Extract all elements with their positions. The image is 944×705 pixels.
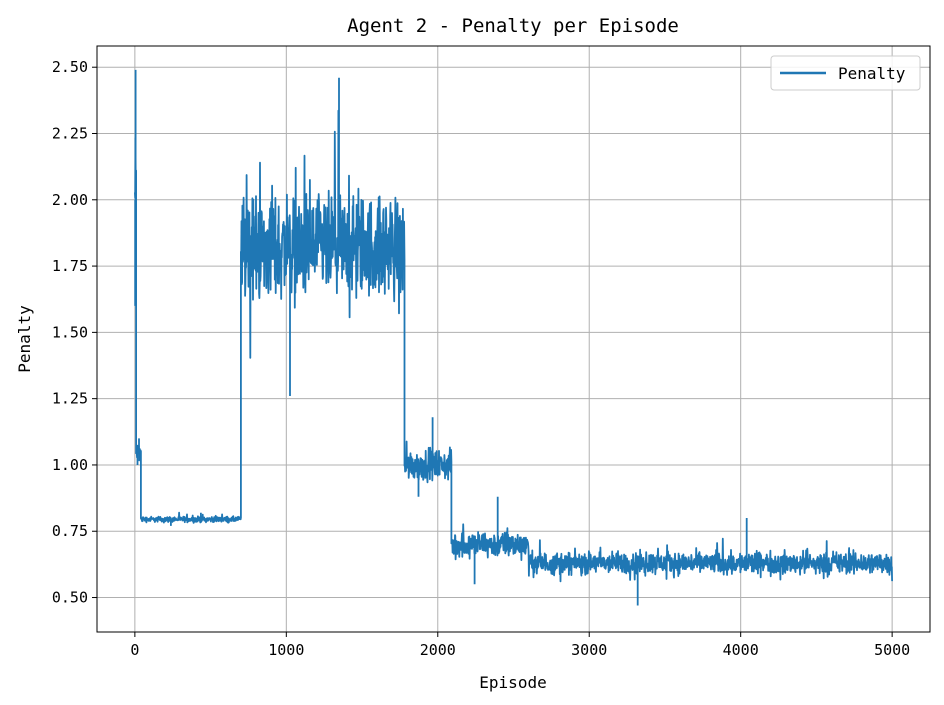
y-tick-label: 1.00: [52, 456, 88, 474]
y-tick-label: 2.50: [52, 58, 88, 76]
legend-label-penalty: Penalty: [838, 64, 906, 83]
grid: [97, 46, 930, 632]
y-tick-label: 0.50: [52, 589, 88, 607]
x-tick-label: 3000: [571, 641, 607, 659]
x-axis-label: Episode: [479, 673, 546, 692]
x-tick-label: 4000: [723, 641, 759, 659]
y-tick-label: 2.25: [52, 125, 88, 143]
x-tick-label: 1000: [268, 641, 304, 659]
x-tick-label: 0: [130, 641, 139, 659]
x-tick-label: 5000: [874, 641, 910, 659]
penalty-line: [134, 109, 893, 583]
legend: Penalty: [770, 55, 921, 91]
y-axis-label: Penalty: [15, 305, 34, 373]
y-tick-label: 1.50: [52, 323, 88, 341]
y-tick-label: 0.75: [52, 522, 88, 540]
x-tick-label: 2000: [420, 641, 456, 659]
chart-title: Agent 2 - Penalty per Episode: [347, 15, 679, 37]
y-tick-label: 1.25: [52, 390, 88, 408]
series-penalty-line: [134, 69, 893, 606]
plot-frame: [96, 45, 931, 633]
axis-ticks: 0 1000 2000 3000 4000 5000 0.50 0.75 1.00 1.25 1.5…: [52, 58, 910, 659]
y-tick-label: 2.00: [52, 191, 88, 209]
y-tick-label: 1.75: [52, 257, 88, 275]
legend-box: [770, 55, 921, 91]
